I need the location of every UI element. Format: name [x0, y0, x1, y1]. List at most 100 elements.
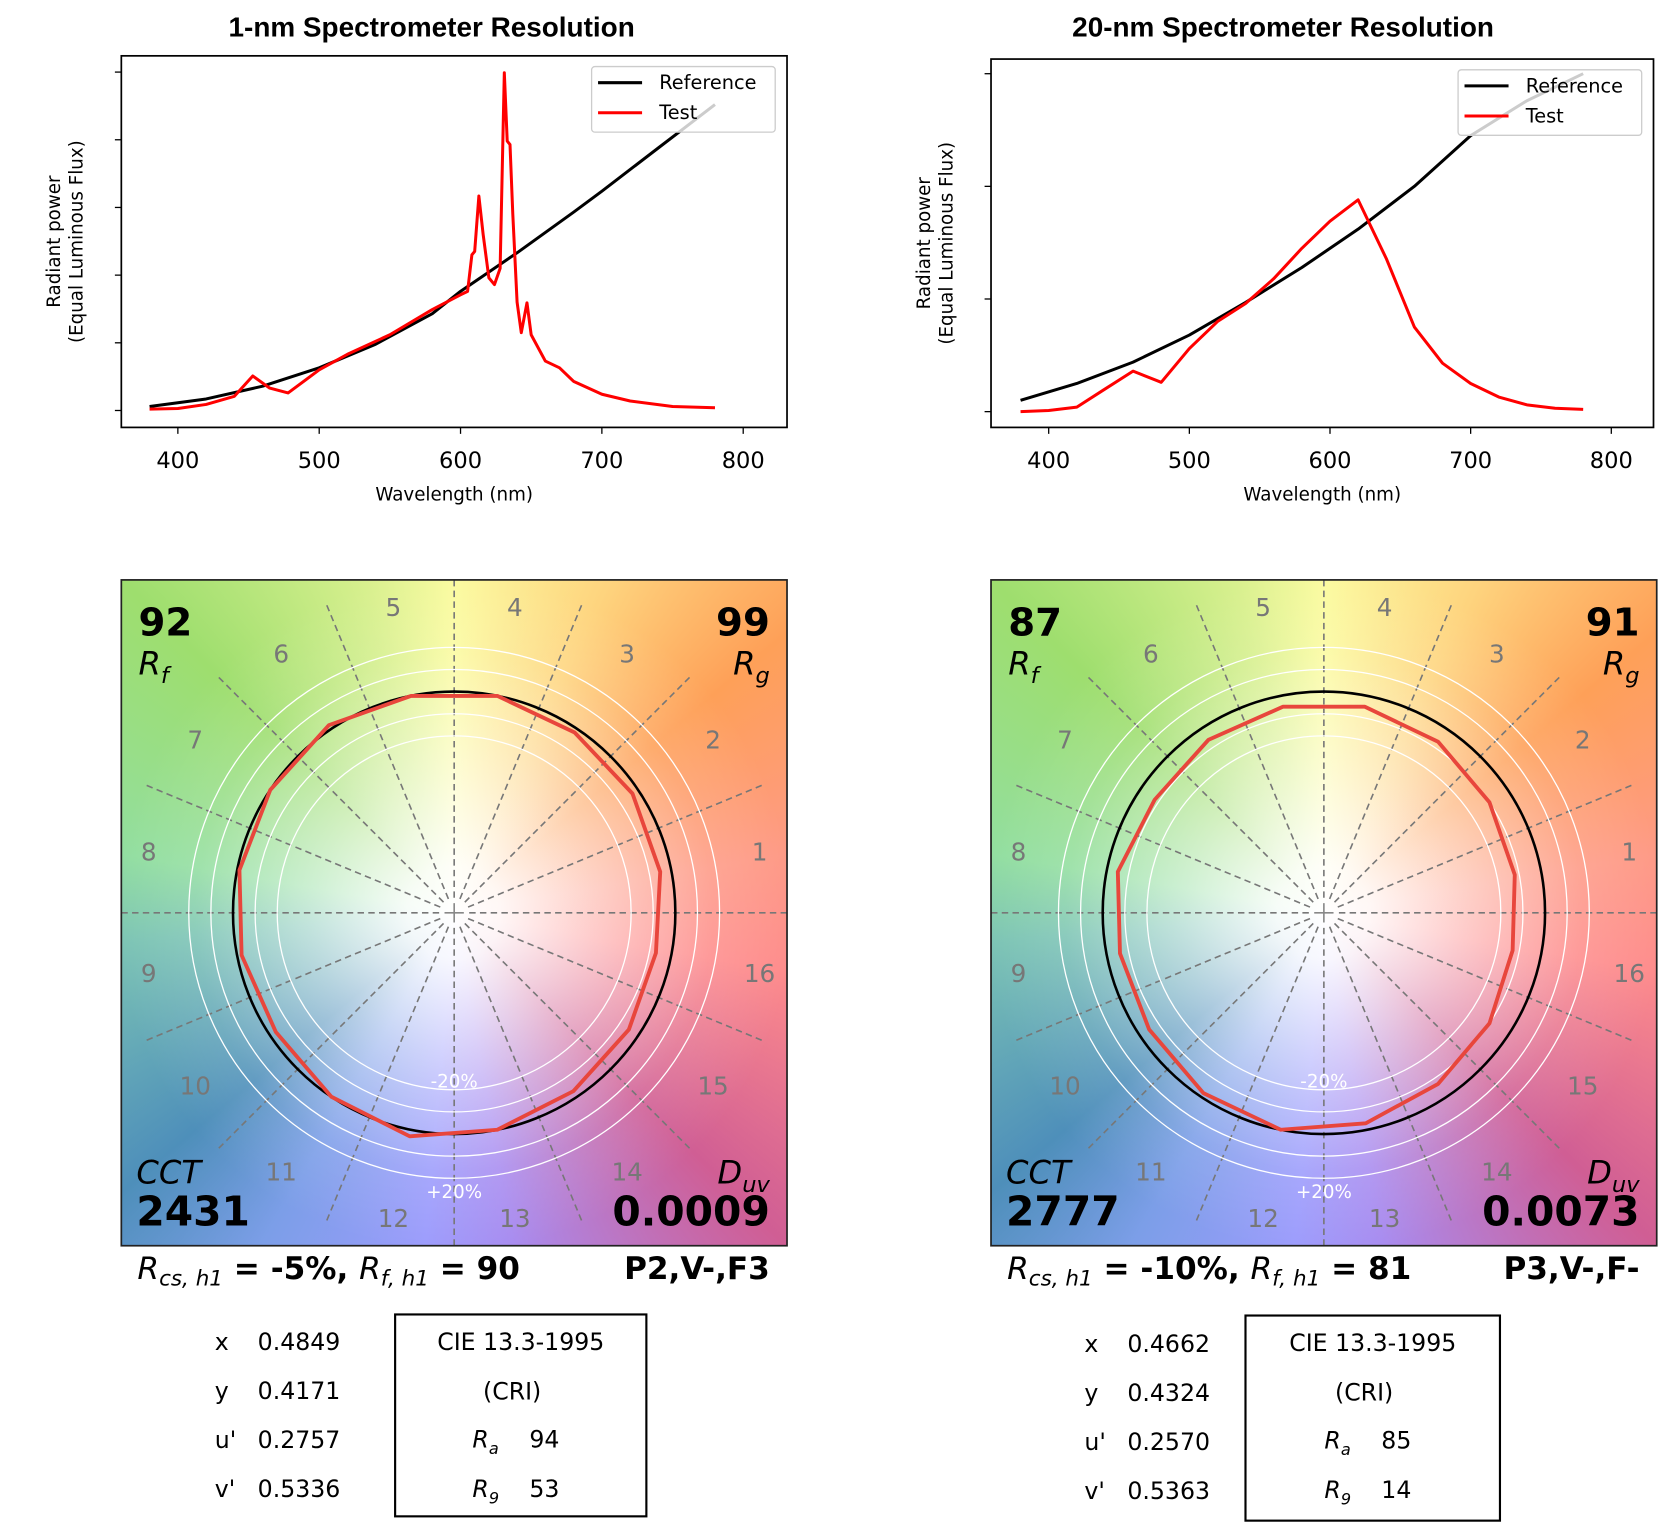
rcs-symbol: R: [137, 1251, 159, 1287]
rg-label: Rg: [1603, 644, 1640, 689]
chromaticity-value: 0.4324: [1127, 1379, 1210, 1407]
chromaticity-value: 0.4662: [1127, 1330, 1210, 1358]
hue-bin-divider: [1014, 917, 1311, 1042]
hue-bin-divider: [464, 922, 692, 1151]
duv-label-symbol: D: [1587, 1153, 1612, 1191]
rf-value: 87: [1008, 601, 1062, 646]
hue-bin-divider: [459, 926, 584, 1223]
percent-ring: [1146, 735, 1502, 1091]
hue-bin-divider: [325, 602, 450, 900]
rg-label-symbol: R: [733, 644, 755, 682]
rf-label-symbol: R: [1008, 644, 1030, 682]
hue-bin-label: 13: [1369, 1204, 1400, 1233]
y-axis-label: Radiant power (Equal Luminous Flux): [914, 142, 958, 345]
tm30-classification: P3,V-,F-: [1503, 1251, 1639, 1287]
hue-bin-divider: [467, 917, 764, 1042]
hue-bin-label: 8: [1011, 838, 1027, 867]
ra-value: 85: [1381, 1427, 1411, 1455]
chromaticity-value: 0.5363: [1127, 1477, 1210, 1505]
hue-bin-label: 6: [273, 639, 289, 668]
rfh1-value: = 90: [429, 1251, 520, 1287]
x-tick-label: 400: [1027, 448, 1070, 474]
rcs-value: = -5%,: [223, 1251, 359, 1287]
graphic-frame: [990, 579, 1658, 1247]
ring-label-plus-20: +20%: [426, 1182, 482, 1203]
rf-label-subscript: f: [161, 663, 172, 689]
hue-bin-label: 15: [1567, 1071, 1598, 1100]
legend-label-reference: Reference: [1526, 74, 1623, 97]
hue-bin-divider: [1328, 926, 1453, 1223]
rfh1-symbol: R: [359, 1251, 381, 1287]
ring-label-plus-20: +20%: [1296, 1182, 1352, 1203]
ra-label: Ra: [1324, 1427, 1350, 1459]
r9-value: 14: [1381, 1476, 1411, 1504]
x-tick-label: 700: [1449, 448, 1492, 474]
cct-label: CCT: [1006, 1153, 1073, 1191]
hue-bin-label: 5: [386, 593, 402, 622]
x-tick-label: 700: [580, 448, 623, 474]
hue-bin-label: 16: [1614, 959, 1645, 988]
series-line-test: [1020, 198, 1584, 414]
duv-label: Duv: [717, 1153, 770, 1198]
hue-bin-divider: [1194, 602, 1319, 900]
rg-value: 99: [716, 601, 770, 646]
hue-bin-label: 1: [1621, 838, 1637, 867]
chromaticity-label: v': [1084, 1477, 1104, 1505]
y-axis-label: Radiant power (Equal Luminous Flux): [44, 140, 88, 343]
r9-label: R9: [472, 1475, 499, 1507]
rg-value: 91: [1586, 601, 1640, 646]
hue-bin-label: 9: [1011, 959, 1027, 988]
percent-ring: [1124, 713, 1524, 1113]
r9-label-symbol: R: [472, 1475, 488, 1503]
legend-label-test: Test: [1525, 104, 1564, 127]
x-tick-label: 800: [722, 448, 765, 474]
hue-bin-label: 5: [1255, 593, 1271, 622]
r9-label-subscript: 9: [1341, 1490, 1351, 1509]
hue-bin-label: 12: [378, 1204, 409, 1233]
local-fidelity-summary: Rcs, h1 = -5%, Rf, h1 = 90: [137, 1251, 520, 1291]
hue-bin-label: 16: [744, 959, 775, 988]
hue-bin-label: 2: [705, 725, 721, 754]
duv-label-subscript: uv: [1612, 1172, 1640, 1198]
duv-label-symbol: D: [717, 1153, 742, 1191]
x-tick-label: 600: [439, 448, 482, 474]
ring-label-minus-20: -20%: [1300, 1071, 1347, 1092]
hue-bin-divider: [467, 783, 764, 908]
legend-label-reference: Reference: [659, 71, 756, 94]
cri-subtitle: (CRI): [1335, 1378, 1393, 1406]
hue-bin-divider: [1014, 783, 1311, 908]
rf-label-symbol: R: [139, 644, 161, 682]
cct-value: 2777: [1006, 1187, 1120, 1235]
r9-label-subscript: 9: [489, 1488, 499, 1507]
test-polygon: [237, 693, 663, 1139]
hue-bin-divider: [459, 602, 584, 900]
hue-bin-divider: [1333, 922, 1562, 1151]
y-axis-label-line1: Radiant power: [44, 175, 65, 308]
hue-bin-label: 11: [265, 1157, 296, 1186]
test-polygon: [1115, 704, 1517, 1132]
percent-ring: [210, 668, 699, 1157]
r9-label: R9: [1324, 1476, 1351, 1508]
hue-bin-label: 4: [1377, 593, 1393, 622]
hue-bin-label: 10: [1049, 1071, 1080, 1100]
cri-box: [1244, 1314, 1502, 1522]
x-tick-label: 600: [1308, 448, 1351, 474]
hue-bin-label: 1: [752, 838, 768, 867]
duv-label-subscript: uv: [742, 1172, 770, 1198]
chart-title: 1-nm Spectrometer Resolution: [229, 12, 635, 43]
rg-label-symbol: R: [1603, 644, 1625, 682]
rfh1-symbol: R: [1250, 1251, 1272, 1287]
cri-title: CIE 13.3-1995: [1289, 1329, 1456, 1357]
cct-label: CCT: [136, 1153, 203, 1191]
hue-bin-divider: [1337, 783, 1634, 908]
duv-label: Duv: [1587, 1153, 1640, 1198]
chromaticity-label: v': [215, 1475, 235, 1503]
rcs-value: = -10%,: [1093, 1251, 1251, 1287]
hue-bin-label: 4: [507, 593, 523, 622]
percent-ring: [188, 646, 721, 1179]
hue-bin-label: 10: [180, 1071, 211, 1100]
cri-box: [394, 1313, 648, 1518]
rfh1-subscript: f, h1: [1272, 1266, 1320, 1291]
